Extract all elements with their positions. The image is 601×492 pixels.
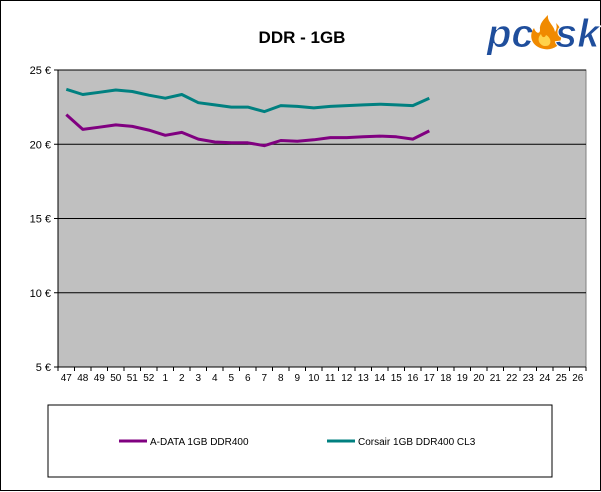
- x-tick-label: 23: [523, 373, 535, 384]
- logo-left-letters: pc: [486, 12, 534, 56]
- x-tick-label: 14: [374, 373, 386, 384]
- x-tick-label: 11: [325, 373, 336, 384]
- y-tick-label: 5 €: [36, 362, 51, 374]
- series-layer: [65, 87, 430, 148]
- x-tick-label: 18: [440, 373, 452, 384]
- logo-text-right: sk: [555, 12, 601, 56]
- legend: A-DATA 1GB DDR400 Corsair 1GB DDR400 CL3: [119, 437, 476, 448]
- logo-right-letters: sk: [555, 12, 601, 56]
- x-tick-label: 3: [195, 373, 201, 384]
- pcask-logo: pc sk: [486, 12, 601, 57]
- flame-icon: [531, 15, 562, 50]
- x-tick-label: 48: [77, 373, 89, 384]
- x-tick-label: 24: [539, 373, 551, 384]
- y-tick-label: 15 €: [30, 214, 51, 226]
- x-tick-label: 2: [179, 373, 185, 384]
- x-tick-label: 15: [391, 373, 403, 384]
- x-tick-label: 26: [572, 373, 584, 384]
- x-tick-label: 50: [110, 373, 122, 384]
- x-tick-label: 47: [61, 373, 73, 384]
- x-tick-label: 21: [490, 373, 502, 384]
- gridlines: [58, 69, 586, 294]
- x-tick-label: 22: [506, 373, 518, 384]
- x-tick-label: 5: [228, 373, 234, 384]
- y-axis: 5 € 10 € 15 € 20 € 25 €: [30, 65, 586, 374]
- x-axis: 47 48 49 50 51 52 1 2 3 4 5 6 7 8 9 10 11 12 13 14 15 16 17 18 1…: [57, 367, 587, 384]
- x-tick-label: 51: [127, 373, 139, 384]
- x-tick-label: 8: [278, 373, 284, 384]
- series-line-2: [65, 87, 430, 114]
- logo-text-left: pc: [486, 12, 534, 56]
- x-tick-label: 4: [212, 373, 218, 384]
- legend-label: A-DATA 1GB DDR400: [150, 437, 249, 448]
- legend-label: Corsair 1GB DDR400 CL3: [358, 437, 476, 448]
- x-tick-label: 16: [407, 373, 419, 384]
- x-tick-label: 13: [358, 373, 370, 384]
- x-tick-label: 20: [473, 373, 485, 384]
- x-tick-label: 6: [245, 373, 251, 384]
- x-tick-label: 1: [162, 373, 168, 384]
- x-tick-label: 10: [308, 373, 320, 384]
- y-tick-label: 25 €: [30, 65, 51, 77]
- chart-title: DDR - 1GB: [259, 28, 346, 47]
- x-tick-label: 25: [556, 373, 568, 384]
- series-line-1: [65, 113, 430, 148]
- x-tick-label: 12: [341, 373, 353, 384]
- x-tick-label: 52: [143, 373, 155, 384]
- x-tick-label: 7: [261, 373, 267, 384]
- y-tick-label: 20 €: [30, 139, 51, 151]
- y-tick-label: 10 €: [30, 288, 51, 300]
- x-tick-label: 17: [424, 373, 436, 384]
- x-tick-label: 19: [457, 373, 469, 384]
- x-tick-label: 9: [294, 373, 300, 384]
- x-tick-label: 49: [94, 373, 106, 384]
